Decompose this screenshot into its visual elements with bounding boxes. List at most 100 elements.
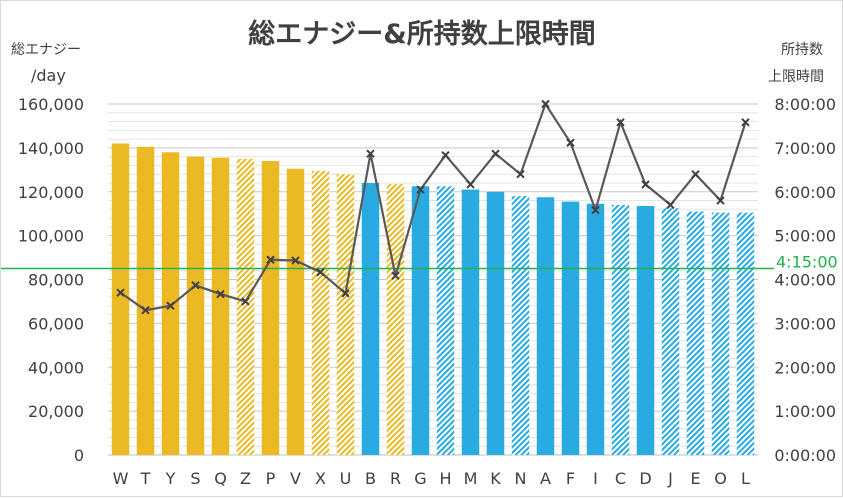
line-point-F: [566, 138, 575, 147]
bar-D: [636, 206, 655, 455]
line-point-Y: [166, 301, 175, 311]
bar-T: [136, 146, 155, 455]
line-point-U: [341, 289, 350, 298]
x-tick-label: Y: [165, 469, 176, 488]
line-point-G: [416, 185, 425, 194]
bar-O: [711, 212, 730, 455]
y-right-tick-label: 6:00:00: [774, 183, 836, 202]
line-point-E: [691, 169, 700, 179]
line-point-X: [316, 267, 325, 277]
x-tick-label: K: [490, 469, 501, 488]
y-left-tick-label: 40,000: [28, 358, 84, 377]
line-point-A: [541, 99, 550, 109]
x-tick-label: Q: [214, 469, 227, 488]
y-left-tick-label: 80,000: [28, 271, 84, 290]
x-tick-label: G: [414, 469, 426, 488]
line-point-D: [641, 180, 650, 189]
x-tick-label: V: [290, 469, 301, 488]
y-left-tick-label: 140,000: [18, 139, 84, 158]
reference-line-group: 4:15:00: [1, 253, 838, 272]
y-right-tick-label: 2:00:00: [774, 358, 836, 377]
reference-line-label: 4:15:00: [776, 253, 838, 272]
bar-Z: [236, 158, 255, 455]
chart-title: 総エナジー&所持数上限時間: [248, 18, 596, 50]
line-point-Z: [241, 297, 250, 306]
x-tick-label: H: [439, 469, 451, 488]
left-axis-label-line1: 総エナジー: [11, 42, 81, 58]
bar-W: [111, 143, 130, 456]
x-tick-label: I: [593, 469, 598, 488]
line-point-O: [716, 196, 725, 205]
x-tick-label: L: [741, 469, 750, 488]
y-right-tick-label: 3:00:00: [774, 314, 836, 333]
x-tick-label: O: [714, 469, 727, 488]
y-left-tick-label: 100,000: [18, 227, 84, 246]
bar-I: [586, 203, 605, 455]
x-tick-label: R: [390, 469, 401, 488]
y-right-tick-label: 4:00:00: [774, 271, 836, 290]
y-left-tick-label: 0: [74, 446, 84, 465]
line-point-P: [266, 255, 275, 264]
bar-K: [486, 191, 505, 455]
bar-L: [736, 212, 755, 455]
line-point-M: [466, 180, 475, 189]
right-axis-label-line1: 所持数: [781, 42, 823, 58]
bar-C: [611, 204, 630, 455]
bar-Y: [161, 152, 180, 455]
bar-J: [661, 208, 680, 455]
x-tick-label: D: [639, 469, 651, 488]
bar-Q: [211, 157, 230, 455]
x-tick-label: P: [266, 469, 276, 488]
bar-M: [461, 189, 480, 455]
y-right-tick-label: 7:00:00: [774, 139, 836, 158]
bar-R: [386, 184, 405, 455]
x-tick-label: Z: [240, 469, 251, 488]
line-point-T: [141, 306, 150, 315]
y-right-tick-label: 0:00:00: [774, 446, 836, 465]
x-tick-label: W: [113, 469, 129, 488]
x-tick-label: F: [566, 469, 575, 488]
line-series: [116, 99, 750, 315]
line-point-C: [616, 118, 625, 127]
line-point-R: [391, 271, 400, 281]
line-point-L: [741, 118, 750, 127]
y-right-tick-label: 8:00:00: [774, 95, 836, 114]
bar-S: [186, 156, 205, 455]
x-tick-label: M: [464, 469, 478, 488]
bar-E: [686, 211, 705, 455]
line-point-Q: [216, 289, 225, 299]
line-point-H: [441, 150, 450, 160]
line-point-S: [191, 281, 200, 290]
y-left-tick-label: 20,000: [28, 402, 84, 421]
x-tick-label: B: [365, 469, 376, 488]
axis-labels: W T Y S Q Z P V X U B R G H M K N A F I C D J E O L 0 20,000 40,000 6…: [18, 95, 836, 488]
bar-series: [111, 143, 755, 456]
left-axis-label-line2: /day: [31, 66, 66, 85]
bar-F: [561, 201, 580, 455]
y-right-tick-label: 1:00:00: [774, 402, 836, 421]
x-tick-label: E: [690, 469, 700, 488]
bar-B: [361, 182, 380, 455]
x-tick-label: X: [315, 469, 326, 488]
line-series-path: [119, 101, 747, 312]
line-point-V: [291, 256, 300, 265]
x-tick-label: A: [540, 469, 551, 488]
line-point-W: [116, 288, 125, 297]
gridlines: [108, 103, 758, 456]
y-right-tick-label: 5:00:00: [774, 227, 836, 246]
y-left-tick-label: 60,000: [28, 314, 84, 333]
x-tick-label: C: [615, 469, 626, 488]
line-point-K: [491, 149, 500, 158]
right-axis-label-line2: 上限時間: [768, 69, 824, 85]
line-point-I: [591, 205, 600, 215]
x-tick-label: J: [667, 469, 673, 488]
x-tick-label: N: [515, 469, 527, 488]
bar-G: [411, 186, 430, 455]
bar-V: [286, 168, 305, 455]
bar-P: [261, 161, 280, 455]
bar-U: [336, 174, 355, 455]
y-left-tick-label: 120,000: [18, 183, 84, 202]
line-point-N: [516, 169, 525, 179]
x-tick-label: U: [340, 469, 352, 488]
